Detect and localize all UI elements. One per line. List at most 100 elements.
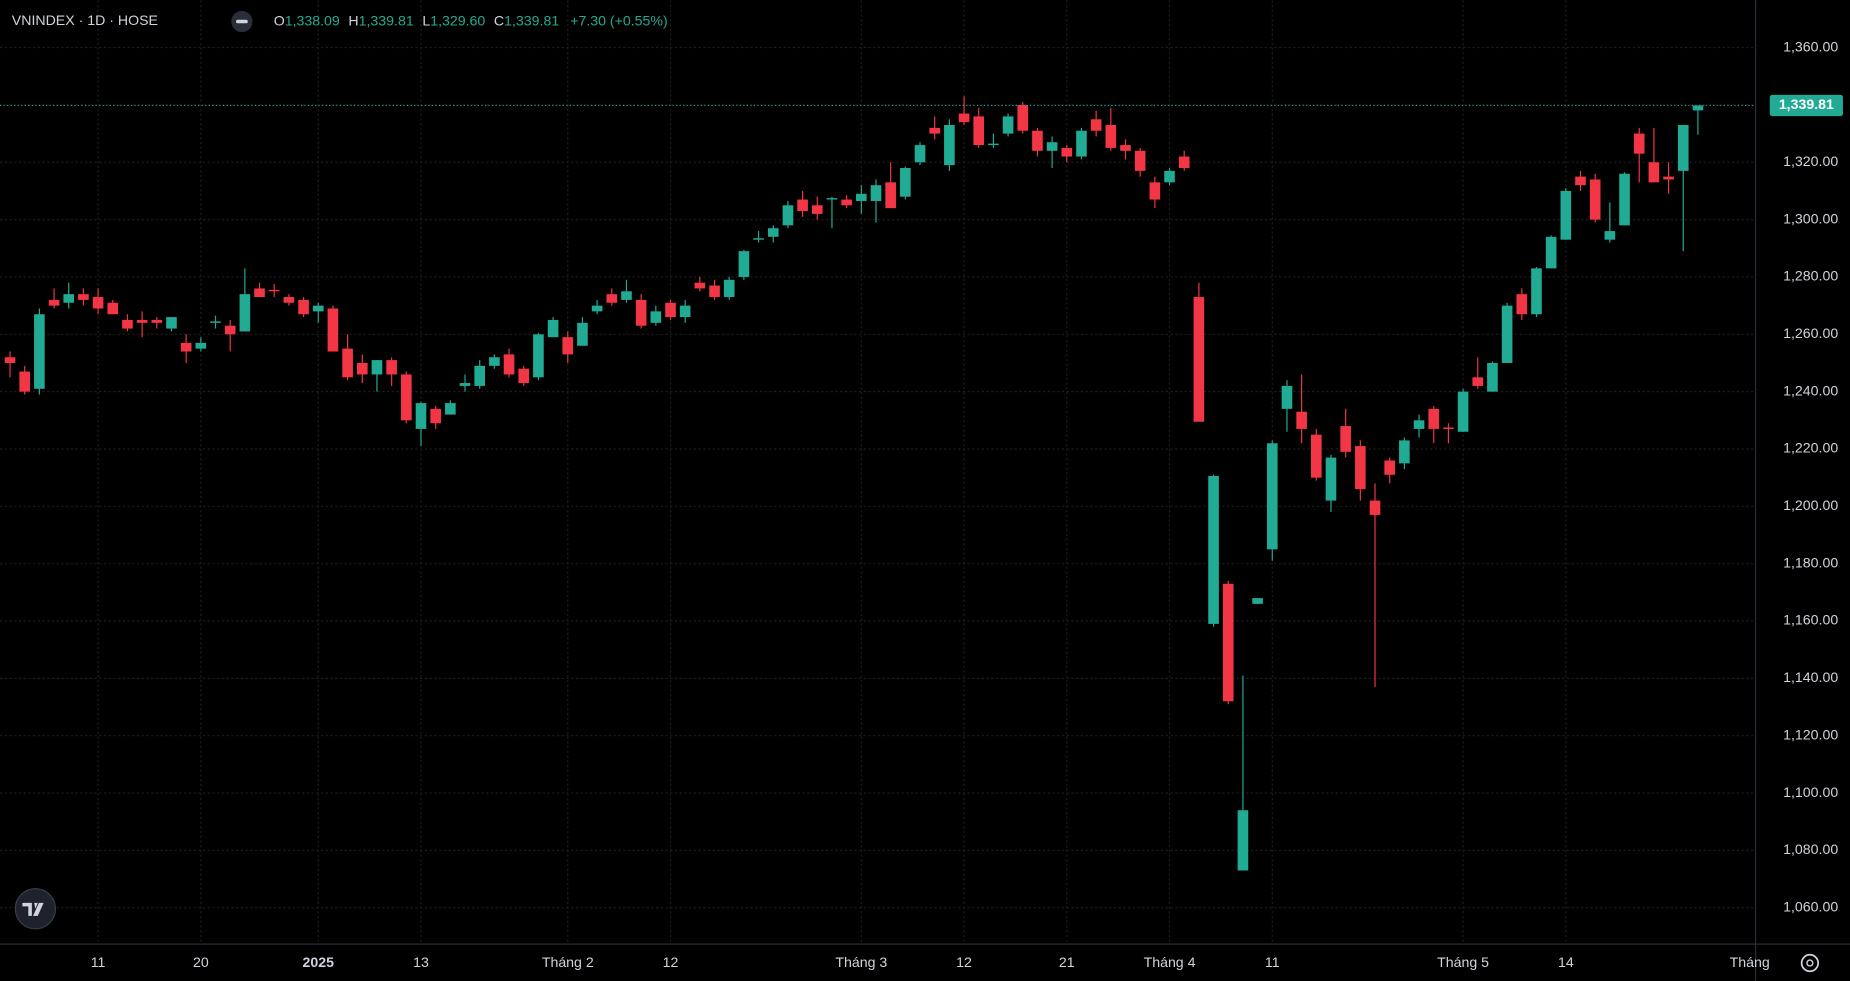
x-tick-label: 21 <box>1059 954 1075 970</box>
candle-body <box>679 305 691 318</box>
change: +7.30 (+0.55%) <box>570 12 667 28</box>
ohlc-legend: O1,338.09 H1,339.81 L1,329.60 C1,339.81 … <box>274 12 668 28</box>
y-tick-label: 1,220.00 <box>1783 440 1838 456</box>
candle-body <box>1222 583 1234 702</box>
candle-body <box>973 116 985 146</box>
candle-body <box>1252 598 1263 604</box>
candle-body <box>1575 176 1586 186</box>
candle-body <box>1061 147 1073 157</box>
candle-body <box>34 314 45 389</box>
candle-body <box>268 289 280 292</box>
timeframe-button[interactable]: Tháng <box>1730 954 1770 970</box>
candle-body <box>401 374 412 421</box>
y-tick-label: 1,200.00 <box>1783 497 1838 513</box>
candle-body <box>254 288 265 298</box>
candle-body <box>1208 475 1219 624</box>
candle-body <box>1428 408 1440 429</box>
symbol-title[interactable]: VNINDEX · 1D · HOSE <box>12 12 158 28</box>
candle-body <box>19 371 31 392</box>
y-tick-label: 1,180.00 <box>1783 554 1838 570</box>
candle-body <box>298 299 309 315</box>
candle-body <box>1002 116 1014 134</box>
candle-body <box>1443 427 1454 429</box>
candle-body <box>342 348 353 378</box>
candle-body <box>210 321 221 323</box>
ohlc-key: C <box>494 12 504 28</box>
x-tick-label: 20 <box>193 954 209 970</box>
candle-body <box>386 360 397 375</box>
y-tick-label: 1,120.00 <box>1783 726 1838 742</box>
y-tick-label: 1,140.00 <box>1783 669 1838 685</box>
x-tick-label: 2025 <box>303 954 335 970</box>
candle-body <box>1663 176 1674 180</box>
candle-body <box>1266 443 1278 550</box>
candle-body <box>885 182 896 209</box>
candle-body <box>562 337 574 355</box>
candle-body <box>650 311 662 323</box>
candle-body <box>1384 460 1396 475</box>
candle-body <box>929 127 941 134</box>
ohlc-key: H <box>348 12 358 28</box>
candle-body <box>988 143 999 146</box>
candle-body <box>767 228 779 237</box>
ohlc-value: 1,338.09 <box>285 12 340 28</box>
candle-body <box>533 334 544 378</box>
candle-body <box>1017 104 1029 131</box>
ohlc-value: 1,329.60 <box>430 12 485 28</box>
x-tick-label: Tháng 2 <box>542 954 594 970</box>
y-tick-label: 1,280.00 <box>1783 268 1838 284</box>
candle-body <box>1076 130 1087 157</box>
x-tick-label: Tháng 4 <box>1144 954 1196 970</box>
candle-body <box>606 294 618 303</box>
candle-body <box>78 294 89 300</box>
candle-body <box>1237 810 1249 871</box>
candle-body <box>48 299 60 306</box>
tradingview-logo[interactable] <box>14 888 57 930</box>
candle-body <box>841 199 852 206</box>
candle-body <box>694 282 706 289</box>
candle-body <box>900 168 911 197</box>
candle-body <box>1310 434 1322 478</box>
x-tick-label: 11 <box>91 954 106 970</box>
y-tick-label: 1,080.00 <box>1783 841 1838 857</box>
settings-button[interactable] <box>1800 953 1820 973</box>
candle-body <box>1399 440 1410 464</box>
candle-body <box>1677 124 1689 171</box>
candle-body <box>107 302 119 315</box>
candle-body <box>1046 142 1058 151</box>
candle-body <box>430 408 441 424</box>
candle-body <box>4 357 16 363</box>
candle-body <box>782 205 794 226</box>
hide-indicator-button[interactable] <box>231 10 253 33</box>
candle-body <box>1648 162 1660 183</box>
candle-body <box>1105 124 1117 148</box>
candle-body <box>1457 391 1469 432</box>
candle-body <box>753 238 764 240</box>
candle-body <box>503 354 515 375</box>
candle-body <box>547 319 559 338</box>
last-price-tag <box>1769 94 1843 117</box>
candle-body <box>944 124 955 166</box>
candle-body <box>1120 145 1131 151</box>
candle-body <box>1149 182 1161 200</box>
candle-body <box>665 302 676 318</box>
candle-body <box>826 198 838 200</box>
candle-body <box>415 403 427 429</box>
ohlc-key: O <box>274 12 285 28</box>
candle-body <box>1487 362 1498 392</box>
candle-body <box>621 291 632 300</box>
candle-body <box>327 308 339 352</box>
candle-body <box>856 193 867 201</box>
y-tick-label: 1,160.00 <box>1783 612 1838 628</box>
candle-body <box>1178 156 1190 169</box>
candle-body <box>518 368 530 384</box>
y-tick-label: 1,100.00 <box>1783 784 1838 800</box>
last-price-label: 1,339.81 <box>1779 96 1834 112</box>
candle-body <box>709 285 720 298</box>
candle-body <box>1281 385 1293 409</box>
candle-body <box>224 325 236 335</box>
x-tick-label: 11 <box>1265 954 1280 970</box>
candle-body <box>166 317 177 329</box>
x-tick-label: 13 <box>413 954 429 970</box>
